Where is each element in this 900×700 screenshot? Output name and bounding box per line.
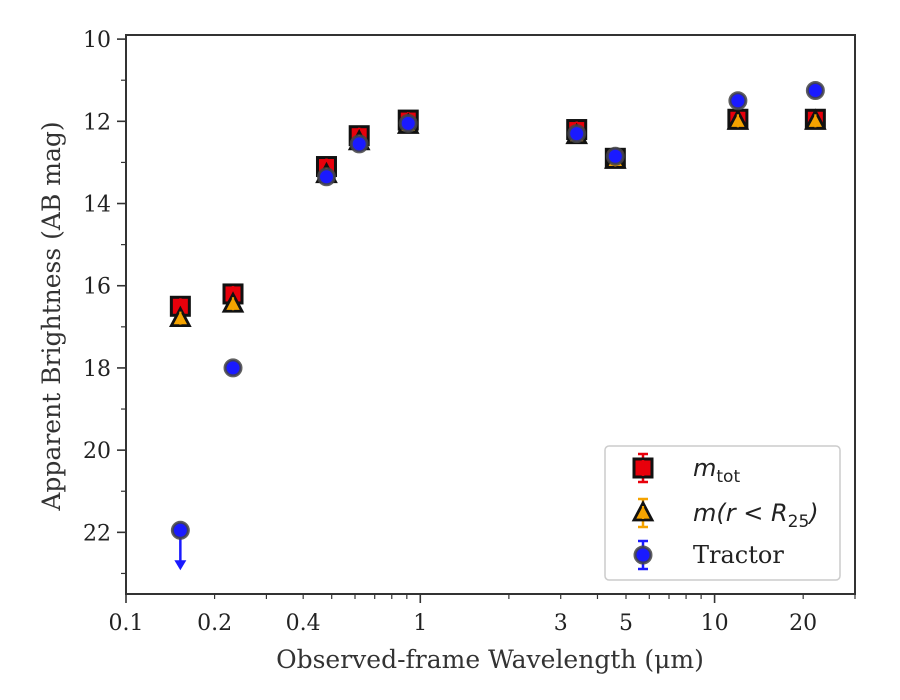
x-tick-label: 10 — [701, 611, 729, 636]
legend: mtot m(r < R25) Tractor — [604, 445, 841, 581]
tractor-point — [805, 80, 825, 100]
y-axis-label: Apparent Brightness (AB mag) — [37, 121, 66, 511]
legend-marker-2 — [633, 545, 653, 565]
series-0 — [169, 108, 826, 317]
legend-marker-0 — [632, 457, 654, 479]
x-tick-label: 0.2 — [197, 611, 232, 636]
tractor-point — [170, 520, 190, 540]
plot-frame — [125, 34, 856, 595]
m-r25-point — [726, 108, 750, 130]
tractor-point — [567, 124, 587, 144]
series-1 — [169, 108, 827, 328]
y-tick-label: 16 — [83, 275, 111, 300]
series-2 — [170, 80, 825, 571]
upper-limit-arrow — [174, 560, 187, 571]
tractor-point — [728, 91, 748, 111]
y-tick-label: 12 — [83, 110, 111, 135]
y-axis-ticks: 10 12 14 16 18 20 22 — [83, 28, 126, 575]
x-tick-label: 3 — [554, 611, 568, 636]
m-r25-point — [221, 291, 245, 313]
legend-label-0: mtot — [693, 454, 740, 487]
y-tick-label: 14 — [83, 193, 111, 218]
legend-label-2: Tractor — [693, 541, 784, 569]
x-tick-label: 1 — [413, 611, 427, 636]
y-tick-label: 20 — [83, 439, 111, 464]
tractor-point — [398, 113, 418, 133]
x-tick-label: 0.4 — [286, 611, 321, 636]
legend-marker-1 — [631, 500, 655, 522]
x-axis-label: Observed-frame Wavelength (μm) — [276, 645, 704, 674]
x-axis-ticks: 0.1 0.2 0.4 1 3 5 10 20 — [109, 594, 856, 636]
tractor-point — [605, 146, 625, 166]
tractor-point — [223, 358, 243, 378]
y-tick-label: 10 — [83, 28, 111, 53]
y-tick-label: 18 — [83, 357, 111, 382]
tractor-point — [316, 167, 336, 187]
x-tick-label: 5 — [619, 611, 633, 636]
m-r25-point — [804, 108, 827, 130]
y-tick-label: 22 — [83, 521, 111, 546]
m-r25-point — [169, 305, 192, 328]
data-marks — [169, 80, 827, 571]
x-tick-label: 20 — [789, 611, 817, 636]
legend-label-1: m(r < R25) — [693, 499, 819, 532]
tractor-point — [349, 134, 369, 154]
x-tick-label: 0.1 — [109, 611, 144, 636]
legend-box — [604, 445, 841, 581]
